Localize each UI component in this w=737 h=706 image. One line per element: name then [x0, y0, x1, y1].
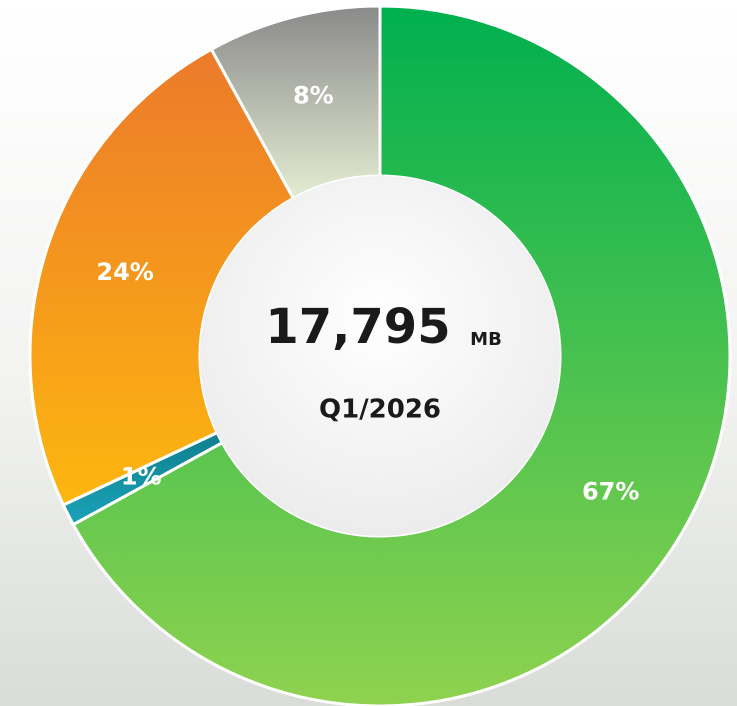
center-subtitle: Q1/2026 — [319, 395, 441, 425]
segment-label: 8% — [293, 81, 334, 109]
donut-hole — [200, 176, 560, 536]
segment-label: 67% — [582, 477, 639, 505]
center-value: 17,795 — [265, 299, 450, 355]
center-unit: MB — [470, 329, 502, 350]
segment-label: 24% — [96, 258, 153, 286]
segment-label: 1% — [121, 463, 162, 491]
